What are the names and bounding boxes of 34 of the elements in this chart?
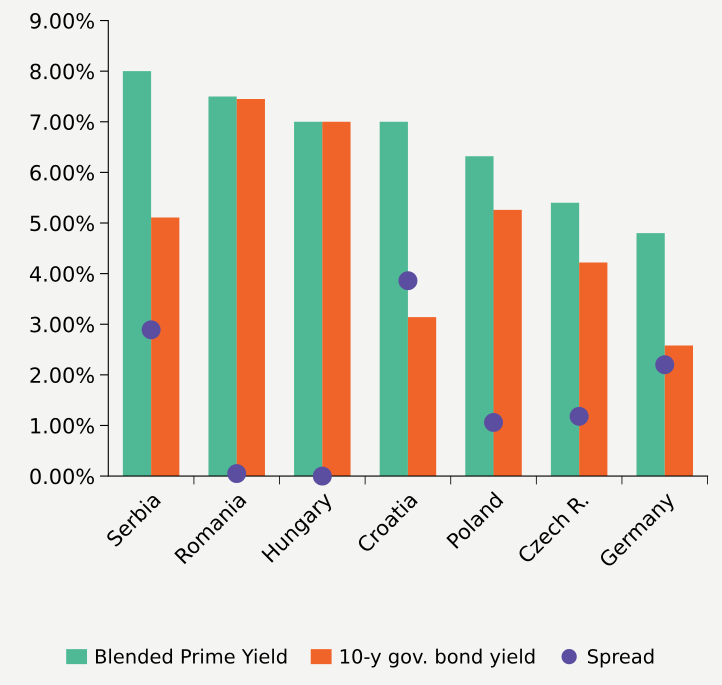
point [312, 466, 332, 486]
bar [579, 262, 608, 476]
y-tick-label: 2.00% [30, 367, 94, 384]
bar [465, 156, 494, 476]
bar [322, 122, 351, 476]
bar [664, 345, 694, 476]
y-tick-label: 1.00% [31, 418, 94, 434]
legend-label: Spread [588, 648, 654, 668]
point [227, 464, 246, 484]
point [570, 406, 589, 426]
point [484, 412, 504, 432]
bar [494, 210, 522, 476]
point [655, 355, 674, 374]
legend-label: Blended Prime Yield [96, 648, 286, 664]
bar [550, 202, 580, 476]
point [398, 271, 418, 290]
y-tick-label: 0.00% [30, 468, 94, 484]
bar [236, 99, 265, 476]
legend-label: 10-y gov. bond yield [340, 648, 534, 668]
bar [636, 233, 665, 476]
bar [122, 71, 152, 476]
point [142, 320, 161, 340]
y-tick-label: 4.00% [30, 266, 94, 282]
bar [380, 122, 408, 476]
y-tick-label: 9.00% [30, 13, 94, 29]
bar [294, 122, 322, 476]
y-tick-label: 6.00% [30, 164, 94, 181]
bar [208, 96, 237, 476]
bar [151, 217, 180, 476]
y-tick-label: 5.00% [30, 215, 94, 232]
bar [408, 317, 436, 476]
y-tick-label: 8.00% [30, 64, 94, 80]
y-tick-label: 3.00% [30, 316, 94, 332]
y-tick-label: 7.00% [30, 114, 94, 130]
